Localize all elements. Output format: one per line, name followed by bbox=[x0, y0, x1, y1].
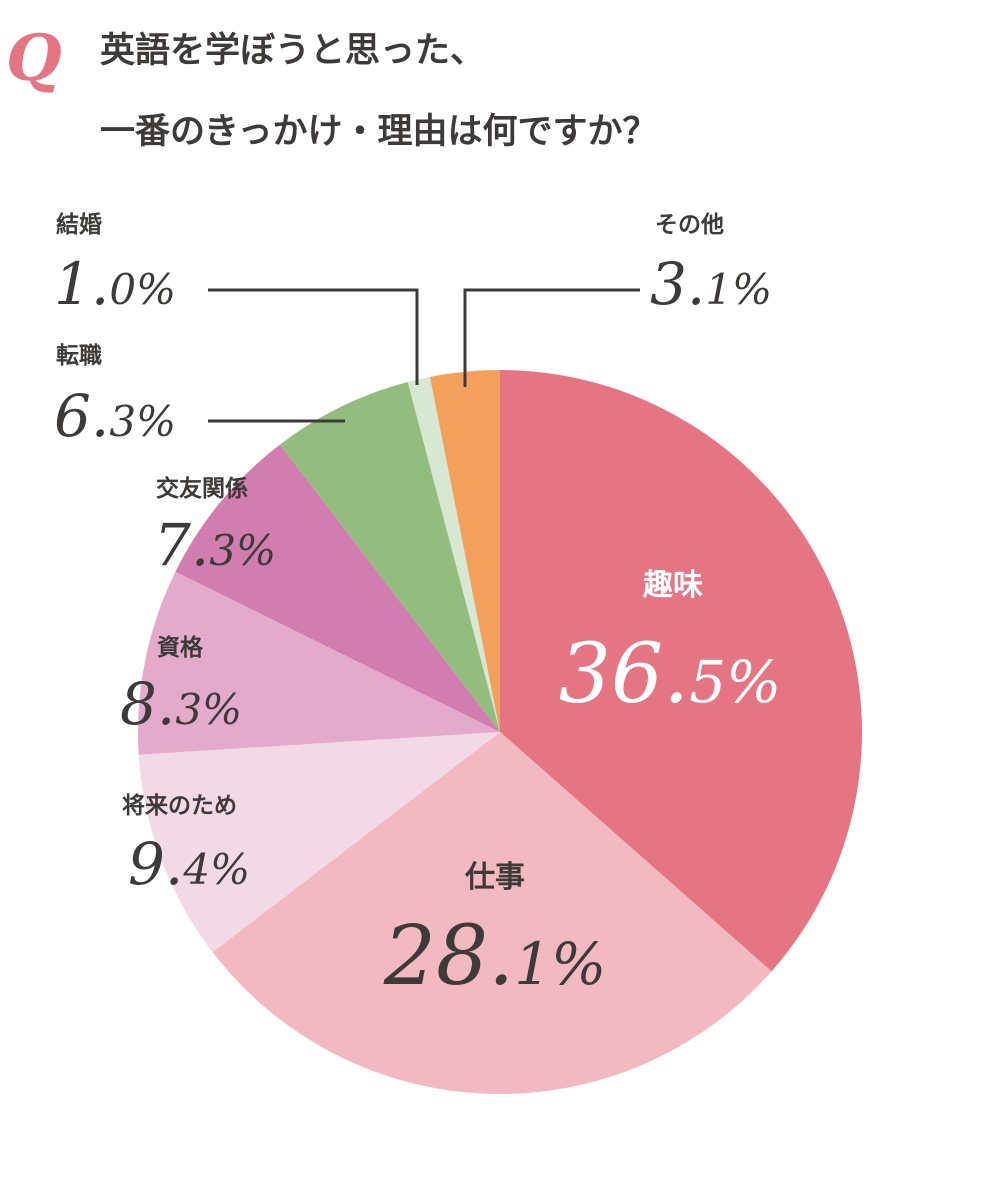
category-labels: 趣味 仕事 将来のため 資格 交友関係 転職 結婚 その他 bbox=[56, 211, 724, 895]
question-mark-icon: Q bbox=[6, 21, 62, 96]
value-job-change: 6.3% bbox=[54, 382, 176, 450]
label-future: 将来のため bbox=[122, 793, 237, 819]
value-hobby: 36.5% bbox=[559, 627, 781, 722]
label-other: その他 bbox=[655, 212, 724, 238]
label-hobby: 趣味 bbox=[643, 568, 703, 603]
pie-slice-future bbox=[138, 732, 500, 953]
value-qualification: 8.3% bbox=[120, 670, 242, 738]
pie-slices bbox=[137, 370, 862, 1094]
value-work: 28.1% bbox=[383, 909, 606, 1004]
pie-slice-other bbox=[429, 370, 500, 732]
leader-line-other bbox=[463, 288, 640, 387]
value-future: 9.4% bbox=[128, 830, 250, 898]
label-work: 仕事 bbox=[464, 860, 525, 895]
pie-slice-marriage bbox=[407, 376, 500, 732]
value-social: 7.3% bbox=[154, 511, 276, 579]
pie-slice-qualification bbox=[137, 571, 500, 755]
label-qualification: 資格 bbox=[157, 634, 204, 661]
pie-slice-job-change bbox=[279, 381, 500, 732]
pie-slice-work bbox=[212, 732, 772, 1094]
leader-lines bbox=[208, 288, 640, 423]
leader-line-marriage bbox=[208, 288, 419, 385]
label-job-change: 転職 bbox=[56, 342, 102, 369]
question-title-line2: 一番のきっかけ・理由は何ですか？ bbox=[100, 112, 658, 152]
pie-slice-hobby bbox=[500, 370, 862, 972]
label-social: 交友関係 bbox=[156, 475, 248, 502]
value-labels: 36.5% 28.1% 9.4% 8.3% 7.3% 6.3% 1.0% 3.1… bbox=[54, 250, 781, 1004]
label-marriage: 結婚 bbox=[56, 211, 102, 238]
value-other: 3.1% bbox=[650, 250, 772, 318]
pie-slice-social bbox=[175, 444, 501, 732]
question-title-line1: 英語を学ぼうと思った、 bbox=[100, 30, 485, 71]
value-marriage: 1.0% bbox=[54, 250, 176, 318]
